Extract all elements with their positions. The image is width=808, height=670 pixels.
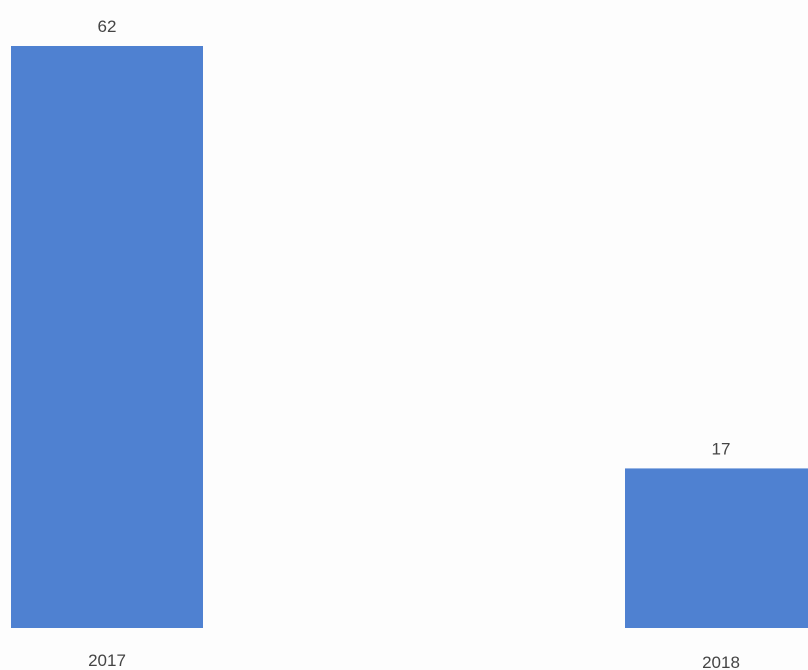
category-labels-group: 2017 2018 [88,651,740,670]
bars-group [11,46,808,628]
category-label-2017: 2017 [88,651,126,670]
data-label-2018: 17 [712,439,731,458]
bar-2018 [625,468,808,628]
value-labels-group: 62 17 [98,17,731,458]
category-label-2018: 2018 [702,653,740,670]
data-label-2017: 62 [98,17,117,36]
bar-2017 [11,46,203,628]
